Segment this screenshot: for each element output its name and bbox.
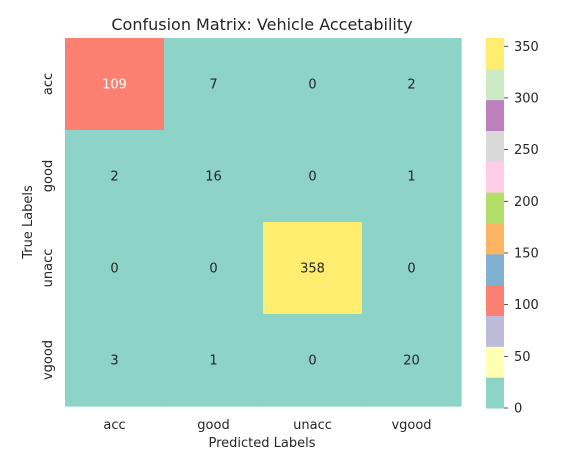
y-tick-label: unacc: [41, 249, 56, 288]
colorbar-segment: [486, 100, 504, 131]
x-axis-ticks: acc good unacc vgood: [103, 418, 431, 433]
colorbar-ticks: 0 50 100 150 200 250 300 350: [504, 40, 539, 417]
colorbar-segment: [486, 346, 504, 377]
x-tick-label: good: [197, 418, 229, 433]
y-axis-label: True Labels: [21, 185, 36, 260]
colorbar-segment: [486, 377, 504, 408]
colorbar-segment: [486, 131, 504, 162]
cell-value-label: 16: [205, 170, 222, 185]
cell-value-label: 0: [110, 262, 118, 277]
cell-value-label: 0: [407, 262, 415, 277]
colorbar-segment: [486, 223, 504, 254]
colorbar-tick-label: 200: [514, 195, 539, 210]
y-tick-label: acc: [41, 73, 56, 95]
cell-value-label: 0: [308, 354, 316, 369]
y-tick-label: vgood: [41, 340, 56, 380]
colorbar: [486, 38, 504, 409]
cell-value-label: 2: [407, 78, 415, 93]
colorbar-segment: [486, 161, 504, 192]
x-tick-label: acc: [103, 418, 125, 433]
cell-value-label: 1: [407, 170, 415, 185]
colorbar-segment: [486, 254, 504, 285]
cell-value-label: 1: [209, 354, 217, 369]
x-tick-label: vgood: [391, 418, 431, 433]
y-tick-label: good: [41, 160, 56, 192]
x-axis-label: Predicted Labels: [208, 436, 315, 451]
cell-value-label: 7: [209, 78, 217, 93]
heatmap-cells: [65, 38, 462, 407]
cell-value-label: 20: [403, 354, 420, 369]
colorbar-segment: [486, 38, 504, 69]
cell-value-label: 3: [110, 354, 118, 369]
cell-value-label: 0: [308, 78, 316, 93]
colorbar-tick-label: 50: [514, 350, 531, 365]
cell-value-label: 0: [209, 262, 217, 277]
colorbar-tick-label: 100: [514, 298, 539, 313]
y-axis-ticks: acc good unacc vgood: [41, 73, 56, 380]
colorbar-segment: [486, 69, 504, 100]
cell-value-label: 358: [300, 262, 325, 277]
colorbar-tick-label: 0: [514, 402, 522, 417]
colorbar-tick-label: 300: [514, 91, 539, 106]
colorbar-tick-label: 250: [514, 143, 539, 158]
colorbar-segment: [486, 285, 504, 316]
cell-value-label: 0: [308, 170, 316, 185]
colorbar-segment: [486, 192, 504, 223]
colorbar-tick-label: 150: [514, 246, 539, 261]
colorbar-segment: [486, 316, 504, 347]
x-tick-label: unacc: [293, 418, 332, 433]
cell-value-label: 109: [102, 78, 127, 93]
cell-value-label: 2: [110, 170, 118, 185]
chart-title: Confusion Matrix: Vehicle Accetability: [111, 15, 412, 34]
colorbar-tick-label: 350: [514, 40, 539, 55]
